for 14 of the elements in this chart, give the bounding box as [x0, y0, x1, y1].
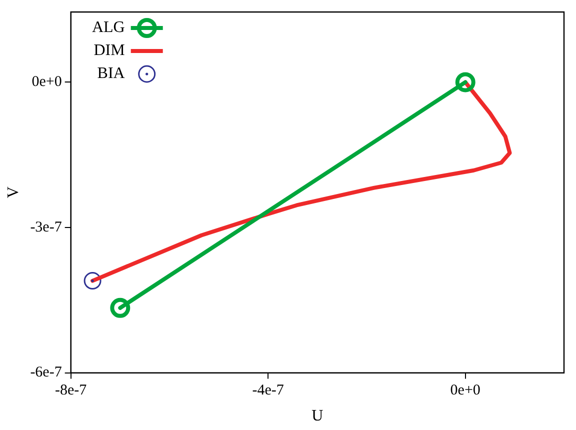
x-tick-label: -8e-7	[55, 382, 88, 399]
y-tick-label: 0e+0	[32, 74, 62, 90]
legend-label: DIM	[94, 42, 125, 60]
y-axis-title: V	[4, 186, 22, 198]
point	[455, 72, 476, 92]
point	[84, 272, 102, 290]
x-axis-title: U	[312, 408, 324, 425]
legend-label: BIA	[97, 65, 126, 82]
x-tick-label: -4e-7	[252, 382, 284, 399]
y-tick-label: -6e-7	[30, 364, 62, 381]
point	[110, 298, 130, 318]
x-tick-label: 0e+0	[450, 382, 480, 399]
y-tick-label: -3e-7	[30, 219, 62, 236]
legend-label: ALG	[92, 19, 126, 36]
